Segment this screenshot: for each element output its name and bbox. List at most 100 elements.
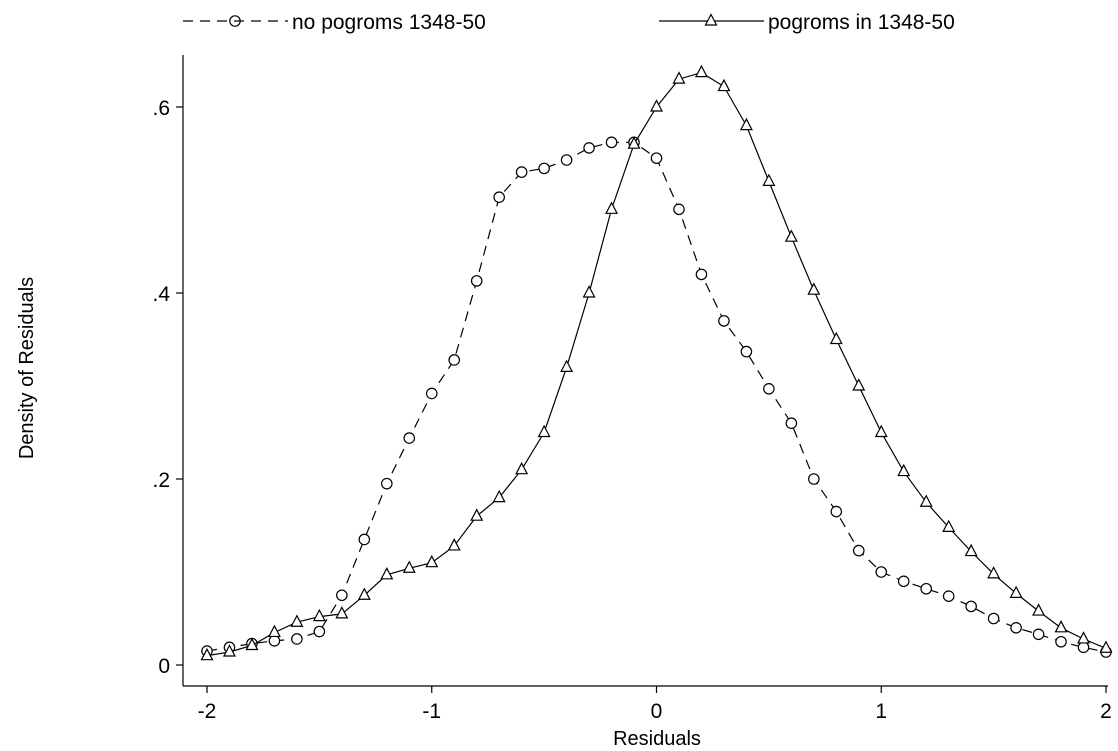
data-point-triangle (560, 359, 574, 372)
data-point-circle (987, 612, 1000, 625)
y-tick-label: .6 (152, 97, 170, 120)
data-point-circle (470, 275, 483, 287)
y-ticks: 0 .2 .4 .6 (152, 97, 183, 678)
data-point-triangle (290, 614, 304, 627)
data-point-circle (268, 635, 281, 647)
data-point-circle (560, 154, 573, 166)
data-point-triangle (1032, 603, 1046, 616)
data-point-circle (493, 191, 505, 204)
data-point-triangle (1099, 640, 1113, 653)
data-point-triangle (829, 331, 843, 345)
data-point-triangle (897, 463, 911, 477)
data-point-circle (1032, 628, 1045, 641)
data-point-circle (425, 387, 438, 400)
x-tick-label: 1 (875, 700, 887, 723)
data-point-triangle (335, 606, 349, 619)
data-point-circle (673, 203, 685, 216)
data-point-triangle (357, 587, 371, 600)
data-point-triangle (717, 78, 731, 92)
data-point-triangle (1009, 585, 1023, 598)
plot-area (200, 64, 1113, 661)
data-point-triangle (874, 424, 888, 438)
data-point-circle (1055, 635, 1067, 648)
data-point-triangle (605, 201, 619, 214)
data-point-circle (515, 166, 528, 178)
y-tick-label: 0 (158, 655, 170, 678)
data-point-triangle (267, 624, 281, 638)
data-point-circle (448, 354, 461, 366)
x-ticks: -2 -1 0 1 2 (198, 686, 1112, 723)
data-point-triangle (1054, 620, 1068, 633)
data-point-triangle (447, 538, 461, 551)
data-point-triangle (987, 566, 1001, 579)
data-point-circle (650, 152, 663, 164)
data-point-circle (785, 417, 798, 429)
data-point-triangle (852, 378, 866, 391)
data-point-circle (695, 268, 708, 281)
legend-triangle-marker-icon (704, 13, 718, 26)
data-point-triangle (470, 508, 484, 521)
data-point-circle (740, 345, 753, 358)
data-point-triangle (942, 519, 956, 532)
data-point-triangle (807, 282, 821, 295)
x-tick-label: -1 (422, 700, 441, 723)
data-point-circle (336, 589, 348, 602)
data-point-circle (718, 315, 730, 327)
series-line (206, 141, 1107, 653)
data-point-triangle (582, 285, 596, 298)
data-point-triangle (380, 566, 394, 580)
data-point-circle (920, 582, 932, 595)
data-point-triangle (694, 64, 708, 78)
y-axis-title: Density of Residuals (16, 277, 38, 459)
data-point-triangle (537, 424, 551, 438)
data-point-triangle (492, 489, 506, 503)
data-point-circle (403, 432, 416, 444)
series-pogroms (200, 64, 1113, 661)
data-point-triangle (964, 543, 978, 557)
series-no-pogroms (201, 136, 1112, 658)
data-point-circle (942, 590, 955, 602)
data-point-triangle (402, 560, 416, 573)
data-point-triangle (425, 554, 439, 568)
data-point-triangle (1077, 631, 1091, 644)
data-point-triangle (515, 461, 529, 475)
legend-item-pogroms: pogroms in 1348-50 (659, 11, 955, 34)
x-tick-label: 2 (1100, 700, 1112, 723)
data-point-triangle (784, 229, 798, 242)
data-point-circle (897, 575, 910, 588)
data-point-triangle (650, 99, 663, 112)
data-point-triangle (312, 608, 326, 622)
data-point-circle (808, 473, 820, 485)
data-point-triangle (739, 117, 753, 131)
legend-item-no-pogroms: no pogroms 1348-50 (183, 11, 486, 34)
x-tick-label: 0 (651, 700, 663, 723)
data-point-triangle (762, 173, 776, 186)
data-point-triangle (919, 494, 933, 507)
legend-circle-marker-icon (229, 15, 241, 27)
legend: no pogroms 1348-50 pogroms in 1348-50 (183, 11, 955, 34)
data-point-triangle (672, 71, 686, 84)
data-point-circle (538, 162, 550, 175)
data-point-circle (358, 533, 371, 546)
data-point-circle (830, 505, 843, 518)
data-point-circle (852, 544, 865, 557)
y-tick-label: .4 (152, 283, 170, 306)
data-point-triangle (222, 644, 236, 657)
y-tick-label: .2 (152, 469, 170, 492)
legend-label-pogroms: pogroms in 1348-50 (768, 11, 955, 34)
data-point-circle (313, 625, 326, 638)
x-tick-label: -2 (198, 700, 217, 723)
legend-label-no-pogroms: no pogroms 1348-50 (292, 11, 486, 34)
data-point-circle (605, 136, 618, 149)
data-point-circle (965, 600, 977, 613)
data-point-circle (380, 477, 393, 490)
data-point-triangle (200, 647, 214, 661)
data-point-circle (291, 633, 303, 645)
data-point-circle (763, 382, 775, 395)
data-point-circle (1010, 621, 1022, 634)
data-point-circle (875, 566, 888, 578)
x-axis-title: Residuals (613, 728, 701, 750)
data-point-circle (583, 142, 595, 154)
data-point-triangle (627, 136, 641, 149)
